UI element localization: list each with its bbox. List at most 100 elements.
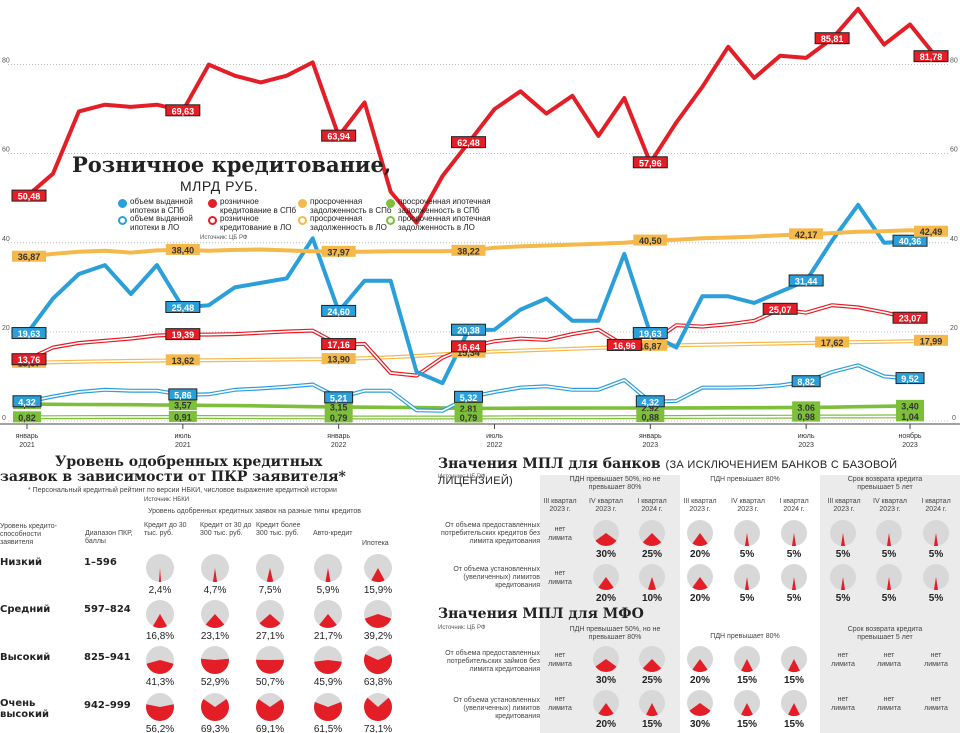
data-label-box	[633, 234, 668, 246]
data-label-box	[454, 402, 483, 414]
data-label-box	[321, 304, 357, 317]
row-level-high: Высокий	[0, 652, 51, 663]
data-label: 8,82	[797, 377, 815, 387]
data-label: 85,81	[821, 34, 844, 44]
data-label-box	[632, 156, 668, 169]
pie-slice	[364, 697, 392, 722]
pie-background	[781, 564, 807, 590]
pie-slice	[788, 703, 800, 716]
approval-pie-label: 69,1%	[256, 724, 284, 733]
approval-pie-label: 52,9%	[201, 677, 229, 688]
banks-row2-label: От объема установленных (увеличенных) ли…	[453, 566, 540, 589]
mpl-pie	[734, 564, 760, 590]
pie-slice	[200, 658, 229, 675]
y-tick-label-left: 20	[2, 325, 10, 332]
mpl-pie	[781, 646, 807, 672]
mpl-pie-label: 30%	[690, 719, 710, 730]
legend-item: просроченная ипотечная задолженность в С…	[386, 197, 506, 215]
data-label: 2,92	[642, 403, 660, 413]
data-label-box	[896, 399, 925, 411]
mpl-pie-label: 5%	[787, 549, 802, 560]
panel-group-3	[820, 475, 960, 733]
x-tick-label: 2023	[798, 442, 814, 449]
q3-g1: I квартал 2024 г.	[637, 498, 667, 513]
mpl-pie-label: 5%	[740, 593, 755, 604]
data-label: 57,96	[639, 158, 662, 168]
approval-col-3: Кредит более 300 тыс. руб.	[256, 522, 301, 537]
y-tick-label-left: 60	[2, 147, 10, 154]
pie-background	[146, 693, 174, 721]
data-label-box	[788, 274, 824, 287]
data-label-box	[895, 372, 925, 385]
data-label: 63,94	[327, 132, 350, 142]
data-label-box	[914, 334, 948, 346]
legend-item: просроченная задолженность в СПб	[298, 197, 402, 215]
data-label-box	[165, 300, 201, 313]
approval-pie-label: 56,2%	[146, 724, 174, 733]
approval-pie-label: 27,1%	[256, 631, 284, 642]
pie-slice	[689, 703, 711, 717]
pie-slice	[744, 577, 750, 590]
data-label-box	[635, 395, 665, 408]
x-tick-label: ноябрь	[898, 432, 921, 440]
data-label: 13,76	[18, 355, 41, 365]
data-label-box	[451, 323, 487, 336]
data-label: 0,79	[460, 413, 478, 423]
approval-pie	[314, 600, 342, 628]
pie-slice	[364, 614, 392, 628]
data-label-box	[815, 336, 850, 348]
pie-slice	[256, 699, 284, 722]
data-label: 5,21	[330, 393, 348, 403]
pie-background	[256, 554, 284, 582]
data-label-box	[324, 411, 353, 423]
pie-slice	[692, 533, 708, 547]
approval-pie-label: 15,9%	[364, 585, 392, 596]
data-label-box	[168, 388, 198, 401]
pie-slice	[325, 568, 331, 582]
pie-background	[201, 600, 229, 628]
data-label-box	[321, 245, 356, 257]
data-label-box	[11, 189, 47, 202]
approval-col-5: Ипотека	[362, 540, 389, 547]
data-label-box	[11, 353, 47, 366]
approval-pie-label: 7,5%	[259, 585, 282, 596]
pie-slice	[314, 702, 342, 721]
approval-col-2: Кредит от 30 до 300 тыс. руб.	[200, 522, 252, 537]
data-label: 9,52	[901, 374, 919, 384]
data-label-box	[165, 243, 200, 255]
row-range-veryhigh: 942–999	[84, 700, 131, 711]
data-label-box	[633, 339, 668, 351]
y-tick-label-right: 80	[950, 58, 958, 65]
series-line-розничное-кредитование-в-СПб	[25, 6, 938, 225]
data-label-box	[789, 228, 824, 240]
banks-group-1: ПДН превышает 50%, но не превышает 80%	[569, 476, 661, 491]
pie-background	[364, 600, 392, 628]
approval-pie-label: 4,7%	[204, 585, 227, 596]
mpl-banks-source: Источник: ЦБ РФ	[438, 474, 486, 480]
x-tick-label: январь	[639, 433, 662, 440]
approval-pie	[146, 600, 174, 628]
mpl-pie-label: 15%	[784, 675, 804, 686]
y-tick-label-right: 20	[950, 325, 958, 332]
approval-pie-label: 69,3%	[201, 724, 229, 733]
data-label-box	[165, 104, 201, 117]
approval-pie-label: 61,5%	[314, 724, 342, 733]
approval-pie-label: 2,4%	[149, 585, 172, 596]
approval-pie-label: 16,8%	[146, 631, 174, 642]
pie-slice	[256, 659, 284, 674]
pie-background	[256, 646, 284, 674]
x-tick-label: 2021	[19, 442, 35, 449]
mfo-group-1: ПДН превышает 50%, но не превышает 80%	[569, 626, 661, 641]
mpl-pie-label: 20%	[690, 549, 710, 560]
data-label-box	[762, 302, 798, 315]
q2-g1: IV квартал 2023 г.	[589, 498, 623, 513]
approval-pie	[364, 646, 393, 675]
data-label: 5,32	[460, 393, 478, 403]
mpl-pie	[687, 564, 713, 591]
pie-background	[781, 646, 807, 672]
data-label: 25,48	[172, 303, 195, 313]
q3-g3: I квартал 2024 г.	[921, 498, 951, 513]
data-label: 81,78	[920, 52, 943, 62]
y-tick-label-left: 40	[2, 236, 10, 243]
data-label: 0,91	[174, 412, 192, 422]
